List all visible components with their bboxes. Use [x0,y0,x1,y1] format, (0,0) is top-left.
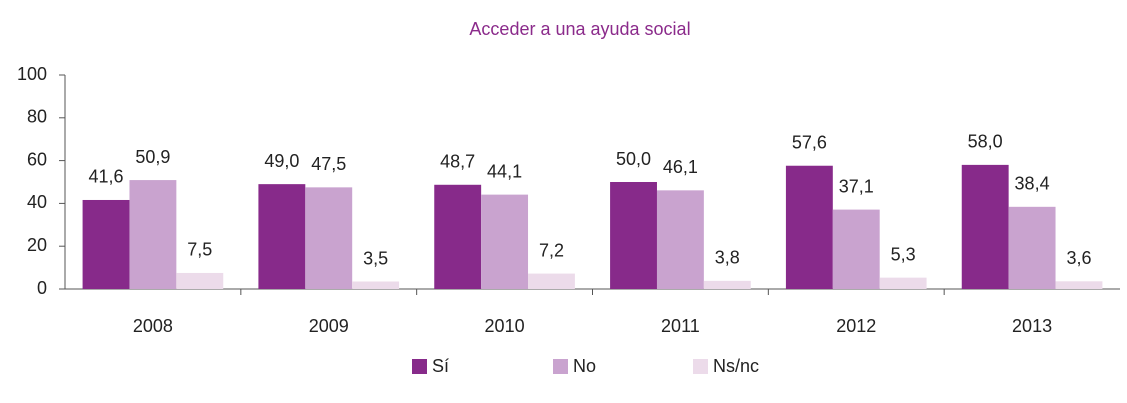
y-tick-label: 0 [37,278,47,298]
bar [434,184,482,289]
data-label: 37,1 [839,176,874,196]
legend-swatch [412,359,427,374]
bar [832,209,880,289]
y-tick-label: 40 [27,192,47,212]
legend-label: No [573,356,596,376]
x-tick-label: 2011 [661,316,700,336]
data-label: 7,5 [187,240,212,260]
bar [879,277,927,289]
data-label: 48,7 [440,152,475,172]
x-tick-label: 2009 [309,316,349,336]
bar [703,280,751,289]
bar [352,281,400,289]
data-label: 46,1 [663,157,698,177]
data-label: 3,6 [1066,248,1091,268]
y-tick-label: 80 [27,107,47,127]
data-label: 38,4 [1015,174,1050,194]
x-tick-label: 2013 [1012,316,1052,336]
chart-title: Acceder a una ayuda social [469,19,690,39]
x-tick-label: 2010 [485,316,525,336]
y-tick-label: 100 [17,64,47,84]
y-tick-label: 20 [27,235,47,255]
bar [1055,281,1103,289]
data-label: 44,1 [487,161,522,181]
bar [82,199,130,289]
data-label: 57,6 [792,132,827,152]
data-label: 3,8 [715,248,740,268]
bar [610,182,657,289]
bar [528,273,575,289]
bar [785,165,833,289]
bar [656,190,704,289]
x-tick-label: 2008 [133,316,173,336]
legend-label: Sí [432,356,449,376]
data-label: 50,0 [616,149,651,169]
data-label: 41,6 [89,167,124,187]
legend-swatch [553,359,568,374]
bar [258,184,306,289]
legend-label: Ns/nc [713,356,759,376]
legend-swatch [693,359,708,374]
data-label: 50,9 [135,147,170,167]
bar [961,164,1009,289]
x-tick-label: 2012 [836,316,876,336]
y-tick-label: 60 [27,149,47,169]
data-label: 49,0 [264,151,299,171]
bar [129,180,177,289]
bar [1008,206,1056,289]
data-label: 58,0 [968,132,1003,152]
data-label: 7,2 [539,240,564,260]
data-label: 5,3 [891,244,916,264]
data-label: 3,5 [363,248,388,268]
bar [305,187,353,289]
bar [481,194,529,289]
bar [176,272,224,289]
data-label: 47,5 [311,154,346,174]
